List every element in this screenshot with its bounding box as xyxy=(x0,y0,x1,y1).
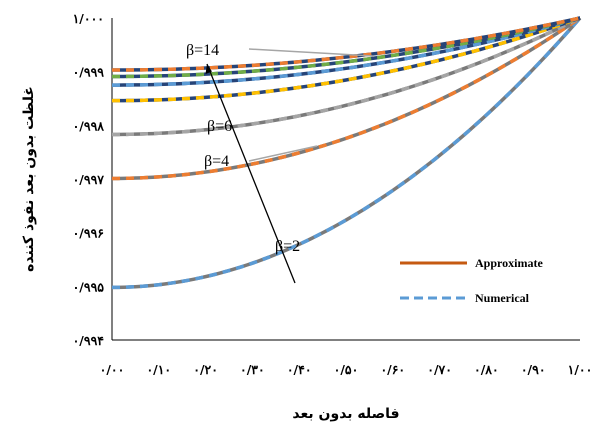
x-tick-label: ۰/۴۰ xyxy=(287,362,312,377)
annotations: β=14 β=6 β=4 β=2 xyxy=(186,42,374,284)
y-tick-label: ۱/۰۰۰ xyxy=(73,11,104,26)
legend-label-numerical: Numerical xyxy=(475,291,530,305)
series-line-beta-2 xyxy=(111,16,582,290)
y-tick-labels: ۰/۹۹۴ ۰/۹۹۵ ۰/۹۹۶ ۰/۹۹۷ ۰/۹۹۸ ۰/۹۹۹ ۱/۰۰۰ xyxy=(73,11,106,348)
trend-arrow-line xyxy=(206,63,296,284)
annotation-beta2: β=2 xyxy=(275,238,300,255)
legend: Approximate Numerical xyxy=(400,256,543,305)
x-axis-title: فاصله بدون بعد xyxy=(292,406,399,422)
annotation-leader-beta4 xyxy=(248,145,318,162)
x-tick-label: ۰/۲۰ xyxy=(193,362,218,377)
annotation-beta14: β=14 xyxy=(186,42,219,59)
x-tick-labels: ۰/۰۰ ۰/۱۰ ۰/۲۰ ۰/۳۰ ۰/۴۰ ۰/۵۰ ۰/۶۰ ۰/۷۰ ۰/۸۰ ۰/۹۰… xyxy=(100,362,593,377)
x-tick-label: ۰/۹۰ xyxy=(521,362,546,377)
x-tick-label: ۱/۰۰ xyxy=(568,362,593,377)
series-dash-beta-4 xyxy=(111,16,581,181)
y-tick-label: ۰/۹۹۷ xyxy=(73,172,106,187)
y-tick-label: ۰/۹۹۵ xyxy=(73,279,105,294)
x-tick-label: ۰/۱۰ xyxy=(146,362,171,377)
series-line-beta-6 xyxy=(111,16,581,137)
series-curves xyxy=(111,16,582,290)
legend-label-approximate: Approximate xyxy=(475,256,543,270)
y-tick-label: ۰/۹۹۴ xyxy=(73,333,105,348)
x-tick-label: ۰/۳۰ xyxy=(240,362,265,377)
plot-area: ۰/۹۹۴ ۰/۹۹۵ ۰/۹۹۶ ۰/۹۹۷ ۰/۹۹۸ ۰/۹۹۹ ۱/۰۰۰ ۰/۰۰… xyxy=(73,11,593,377)
trend-arrow-head xyxy=(205,64,212,74)
series-line-beta-8 xyxy=(111,16,581,103)
series-dash-beta-14 xyxy=(111,16,581,72)
y-tick-label: ۰/۹۹۹ xyxy=(73,65,105,80)
x-tick-label: ۰/۶۰ xyxy=(380,362,405,377)
x-tick-label: ۰/۵۰ xyxy=(334,362,359,377)
y-tick-label: ۰/۹۹۸ xyxy=(73,118,106,133)
annotation-leader-beta14 xyxy=(248,48,374,57)
y-tick-label: ۰/۹۹۶ xyxy=(73,226,105,241)
annotation-beta6: β=6 xyxy=(207,118,232,135)
series-dash-beta-10 xyxy=(111,16,581,87)
series-dash-beta-12 xyxy=(111,16,581,79)
series-dash-beta-8 xyxy=(111,16,581,103)
annotation-beta4: β=4 xyxy=(204,153,229,170)
x-tick-label: ۰/۷۰ xyxy=(427,362,452,377)
x-tick-label: ۰/۸۰ xyxy=(474,362,499,377)
x-tick-label: ۰/۰۰ xyxy=(100,362,125,377)
y-axis-title: غلظت بدون بعد نفوذ کننده xyxy=(21,86,37,272)
